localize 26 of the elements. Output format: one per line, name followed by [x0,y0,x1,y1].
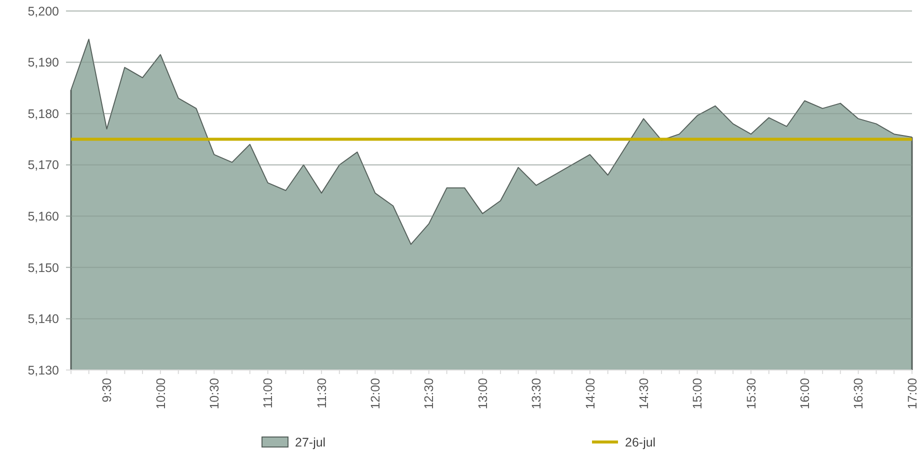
x-tick-label: 13:30 [530,378,544,410]
legend-label: 27-jul [295,435,326,450]
x-tick-label: 10:00 [154,378,168,410]
legend-label: 26-jul [625,435,656,450]
x-tick-label: 17:00 [905,378,920,410]
y-tick-label: 5,160 [28,210,60,224]
x-tick-label: 14:30 [636,378,651,410]
x-tick-label: 13:00 [476,378,490,410]
x-tick-label: 12:00 [368,378,383,410]
x-tick-label: 9:30 [100,378,114,402]
x-tick-label: 15:30 [744,378,758,410]
x-tick-label: 11:00 [261,378,276,408]
y-tick-label: 5,150 [28,260,60,275]
y-tick-label: 5,200 [28,4,60,18]
x-tick-label: 15:00 [690,378,705,410]
y-tick-label: 5,140 [28,312,60,326]
x-tick-label: 12:30 [422,378,436,410]
y-tick-label: 5,180 [28,106,60,121]
y-tick-label: 5,170 [28,158,60,172]
x-tick-label: 10:30 [207,378,222,410]
x-tick-label: 16:30 [852,378,866,410]
y-tick-label: 5,190 [28,56,60,70]
x-tick-label: 14:00 [583,378,598,410]
x-tick-label: 11:30 [314,378,329,408]
y-tick-label: 5,130 [28,363,60,378]
x-tick-label: 16:00 [798,378,812,410]
